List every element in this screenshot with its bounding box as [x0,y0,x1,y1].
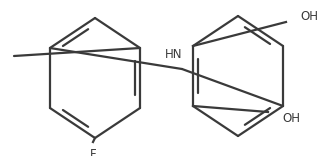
Text: OH: OH [300,10,318,22]
Text: HN: HN [165,49,183,61]
Text: F: F [90,148,96,156]
Text: OH: OH [282,112,300,124]
